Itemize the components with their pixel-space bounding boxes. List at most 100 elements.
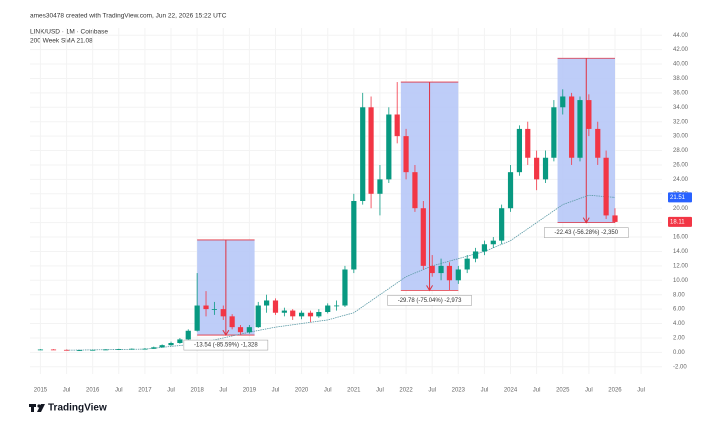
candle-body: [203, 305, 209, 310]
candle-body: [386, 114, 392, 180]
candle-body: [525, 128, 531, 158]
candle-body: [403, 136, 409, 173]
range-label-box: [544, 227, 629, 238]
sma-line: [66, 194, 616, 351]
candle-body: [351, 201, 357, 270]
x-tick-label: 2017: [138, 388, 152, 394]
candle-body: [37, 349, 44, 351]
candle-body: [142, 348, 148, 350]
candle-body: [159, 345, 165, 348]
candle-body: [420, 208, 426, 266]
x-tick-label: Jul: [324, 388, 332, 394]
candle-body: [246, 327, 252, 333]
candle-body: [560, 96, 566, 108]
y-tick-label: 40.00: [673, 62, 689, 68]
range-label-box: [387, 295, 472, 306]
range-label: -13.54 (-85.59%) -1,328: [194, 343, 258, 349]
price-label: 21.51: [670, 195, 686, 201]
candle-body: [229, 316, 235, 328]
x-tick-label: Jul: [585, 388, 593, 394]
candle-body: [499, 208, 505, 241]
candle-body: [237, 327, 244, 333]
y-tick-label: 44.00: [673, 33, 689, 39]
y-tick-label: 28.00: [673, 148, 689, 154]
candle-body: [185, 330, 191, 340]
range-label: -22.43 (-56.28%) -2,350: [554, 230, 618, 236]
x-tick-label: Jul: [63, 388, 71, 394]
y-tick-label: 12.00: [673, 263, 689, 269]
candle-body: [507, 172, 514, 209]
price-label-box: [668, 192, 692, 203]
y-tick-label: 0.00: [673, 350, 685, 356]
price-label: 18.11: [670, 219, 685, 225]
x-tick-label: 2026: [608, 388, 622, 394]
candle-body: [490, 240, 496, 245]
x-tick-label: 2019: [243, 388, 257, 394]
candle-body: [429, 265, 435, 274]
y-tick-label: 10.00: [673, 278, 689, 284]
candle-body: [516, 128, 523, 173]
candle-body: [595, 128, 601, 158]
candle-body: [50, 349, 57, 351]
candle-body: [360, 107, 366, 201]
y-tick-label: 4.00: [673, 321, 685, 327]
y-tick-label: 20.00: [673, 206, 689, 212]
x-tick-label: 2022: [399, 388, 413, 394]
x-tick-label: Jul: [533, 388, 541, 394]
x-tick-label: Jul: [637, 388, 645, 394]
x-tick-label: 2023: [452, 388, 466, 394]
candle-body: [281, 310, 287, 313]
candle-body: [290, 310, 296, 317]
logo-mark: [31, 404, 34, 412]
candle-body: [168, 343, 174, 346]
candle-body: [368, 107, 374, 194]
candle-body: [194, 305, 200, 331]
y-tick-label: 32.00: [673, 119, 689, 125]
candle-body: [464, 258, 470, 270]
candle-body: [577, 100, 583, 158]
candle-body: [455, 269, 461, 281]
x-tick-label: 2018: [190, 388, 204, 394]
candle-body: [481, 244, 488, 252]
candle-body: [333, 305, 340, 307]
y-tick-label: 38.00: [673, 76, 689, 82]
range-arrowhead: [426, 285, 433, 292]
credit: ames30478 created with TradingView.com, …: [30, 13, 227, 20]
candle-body: [77, 350, 83, 352]
candle-body: [412, 172, 418, 209]
candle-body: [103, 349, 109, 351]
candle-body: [220, 309, 226, 317]
range-arrowhead: [222, 329, 230, 337]
candle-body: [569, 96, 575, 158]
y-tick-label: 42.00: [673, 47, 689, 53]
candle-body: [129, 348, 135, 350]
x-tick-label: 2025: [556, 388, 570, 394]
y-tick-label: 24.00: [673, 177, 689, 183]
logo-mark: [37, 404, 45, 412]
candle-body: [472, 251, 479, 259]
y-tick-label: 36.00: [673, 90, 689, 96]
candle-body: [325, 305, 331, 313]
candle-body: [299, 312, 305, 317]
x-tick-label: Jul: [167, 388, 175, 394]
candle-body: [255, 305, 261, 328]
x-tick-label: 2015: [34, 388, 48, 394]
x-tick-label: Jul: [115, 388, 123, 394]
candle-body: [264, 300, 270, 306]
x-tick-label: 2024: [504, 388, 518, 394]
candle-body: [177, 339, 183, 344]
y-tick-label: 2.00: [673, 336, 685, 342]
candle-body: [394, 114, 400, 137]
candle-body: [151, 347, 157, 349]
y-tick-label: 26.00: [673, 163, 689, 169]
x-tick-label: Jul: [481, 388, 489, 394]
candle-body: [307, 312, 314, 317]
candle-body: [438, 265, 444, 274]
candle-body: [551, 107, 557, 158]
range-arrowhead: [582, 217, 590, 224]
candle-body: [316, 312, 322, 317]
candle-body: [211, 309, 217, 310]
y-tick-label: 8.00: [673, 292, 685, 298]
candle-body: [542, 157, 549, 180]
